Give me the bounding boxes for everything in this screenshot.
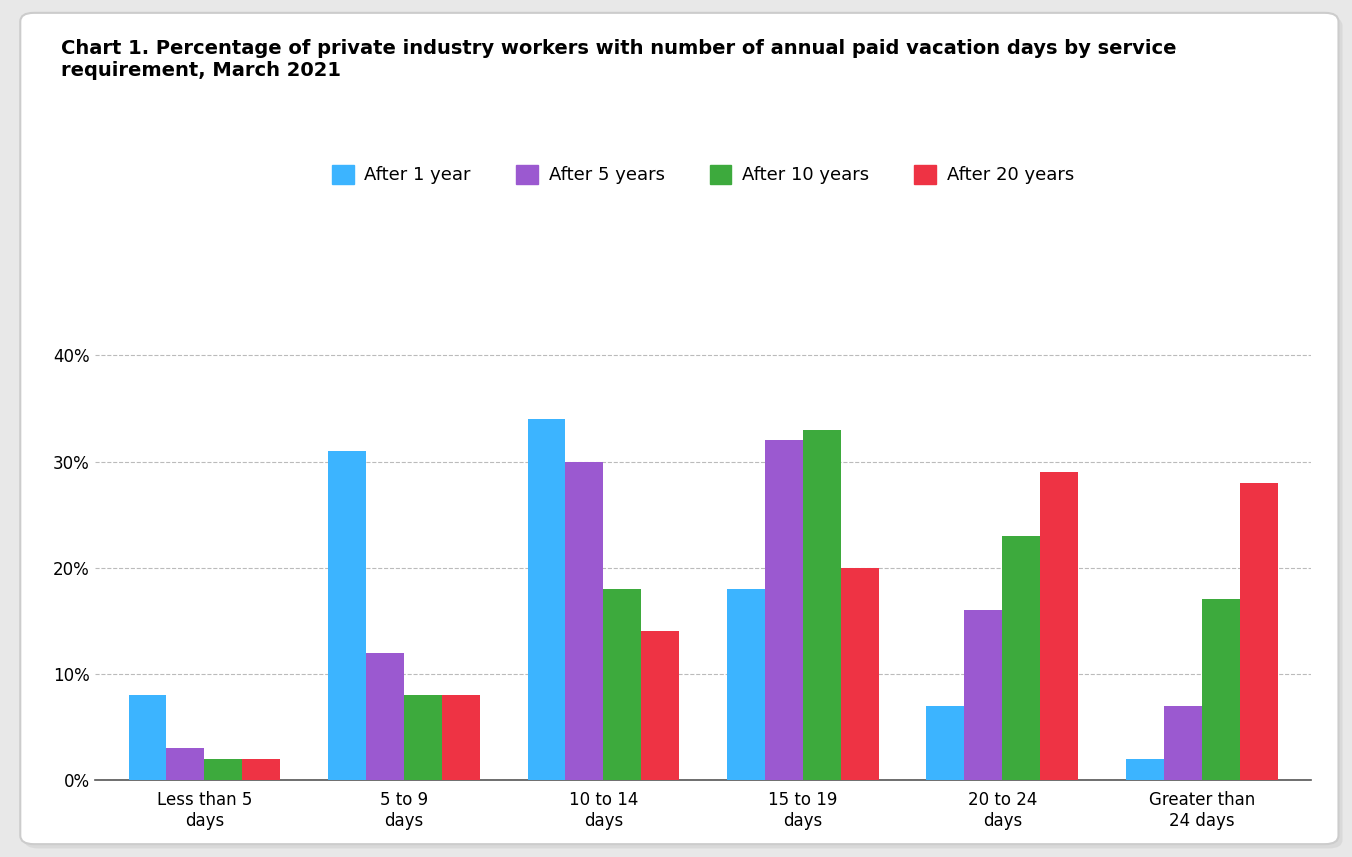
Bar [565,462,603,780]
Bar [841,567,879,780]
Bar [404,695,442,780]
Bar [803,429,841,780]
Bar [204,758,242,780]
Text: Chart 1. Percentage of private industry workers with number of annual paid vacat: Chart 1. Percentage of private industry … [61,39,1176,80]
Bar [1202,600,1240,780]
Bar [1240,482,1278,780]
Bar [926,705,964,780]
Bar [1002,536,1040,780]
Bar [366,652,404,780]
Bar [1040,472,1078,780]
Bar [242,758,280,780]
Bar [765,440,803,780]
Bar [964,610,1002,780]
Bar [128,695,166,780]
Bar [1126,758,1164,780]
Bar [641,632,679,780]
Bar [727,589,765,780]
Bar [1164,705,1202,780]
Bar [442,695,480,780]
Bar [329,451,366,780]
Legend: After 1 year, After 5 years, After 10 years, After 20 years: After 1 year, After 5 years, After 10 ye… [323,156,1083,194]
Bar [527,419,565,780]
Bar [166,748,204,780]
Bar [603,589,641,780]
